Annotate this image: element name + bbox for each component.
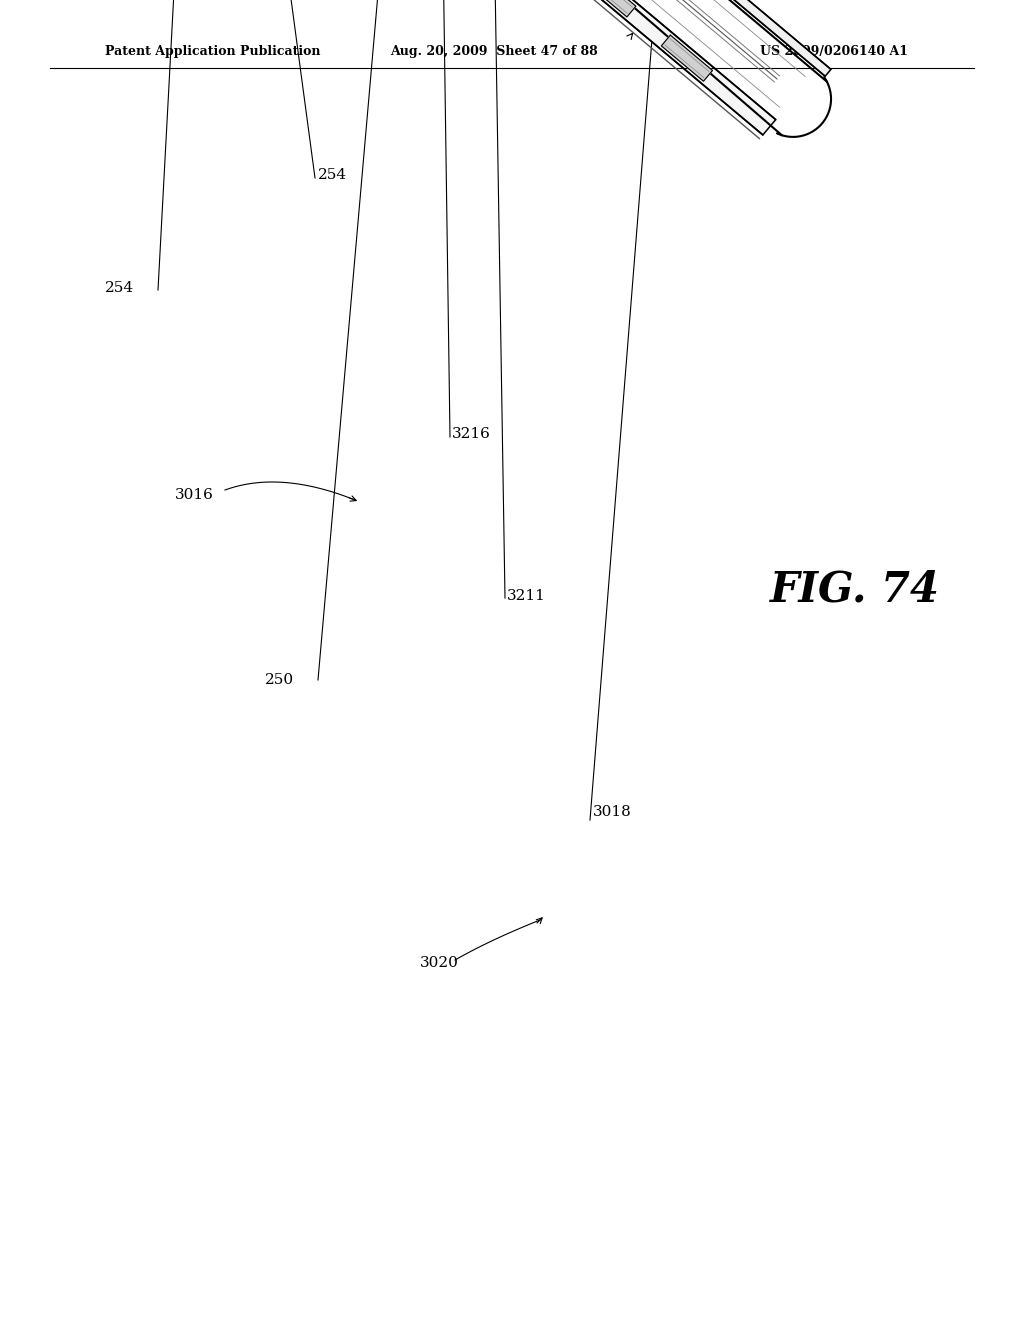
Text: 254: 254 xyxy=(105,281,134,294)
Text: Aug. 20, 2009  Sheet 47 of 88: Aug. 20, 2009 Sheet 47 of 88 xyxy=(390,45,598,58)
Polygon shape xyxy=(260,0,827,128)
Text: 3216: 3216 xyxy=(452,426,490,441)
Text: 254: 254 xyxy=(318,168,347,182)
Text: US 2009/0206140 A1: US 2009/0206140 A1 xyxy=(760,45,908,58)
Polygon shape xyxy=(662,36,713,82)
Text: 3016: 3016 xyxy=(175,488,214,502)
Text: 3018: 3018 xyxy=(593,805,632,818)
Text: Patent Application Publication: Patent Application Publication xyxy=(105,45,321,58)
Text: 3020: 3020 xyxy=(420,956,459,970)
Polygon shape xyxy=(438,0,830,77)
Text: 3211: 3211 xyxy=(507,589,546,603)
Polygon shape xyxy=(384,0,776,135)
Text: FIG. 74: FIG. 74 xyxy=(770,569,940,611)
Polygon shape xyxy=(585,0,636,17)
Text: 250: 250 xyxy=(265,673,294,686)
